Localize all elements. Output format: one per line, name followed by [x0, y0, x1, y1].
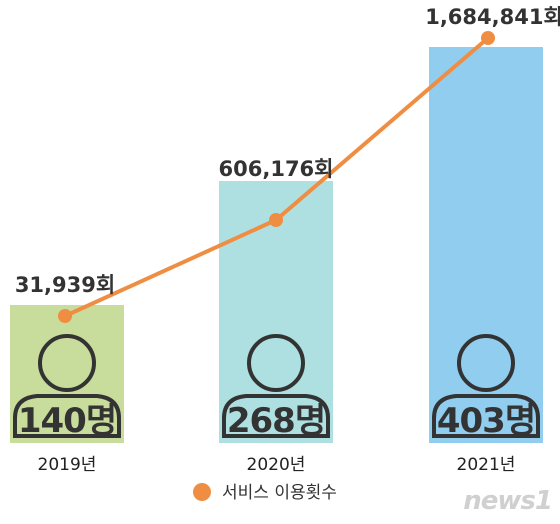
year-label: 2020년: [247, 455, 306, 475]
watermark-logo: news1: [463, 486, 553, 516]
person-head-icon: [457, 334, 515, 392]
usage-point: [481, 31, 495, 45]
person-body-icon: [432, 394, 540, 438]
person-icon: [222, 334, 330, 438]
usage-point: [269, 213, 283, 227]
usage-value-label: 31,939회: [15, 273, 115, 297]
user-count-label: 140명: [18, 401, 116, 441]
person-icons-layer: [13, 334, 540, 438]
legend: 서비스 이용횟수: [193, 483, 337, 503]
labels-layer: 140명 2019년 31,939회 268명 2020년 606,176회 403명 202…: [15, 5, 560, 475]
year-label: 2019년: [38, 455, 97, 475]
usage-value-label: 606,176회: [219, 157, 334, 181]
bar-3: [429, 47, 543, 443]
usage-value-label: 1,684,841회: [425, 5, 560, 29]
line-layer: [58, 31, 495, 323]
bar-1: [10, 305, 124, 443]
legend-label: 서비스 이용횟수: [222, 483, 337, 503]
usage-point: [58, 309, 72, 323]
user-count-label: 268명: [227, 401, 325, 441]
person-body-icon: [222, 394, 330, 438]
bars-layer: [10, 47, 543, 443]
person-head-icon: [38, 334, 96, 392]
user-count-label: 403명: [437, 401, 535, 441]
legend-marker: [193, 483, 211, 501]
person-body-icon: [13, 394, 121, 438]
person-head-icon: [247, 334, 305, 392]
person-icon: [432, 334, 540, 438]
year-label: 2021년: [457, 455, 516, 475]
person-icon: [13, 334, 121, 438]
